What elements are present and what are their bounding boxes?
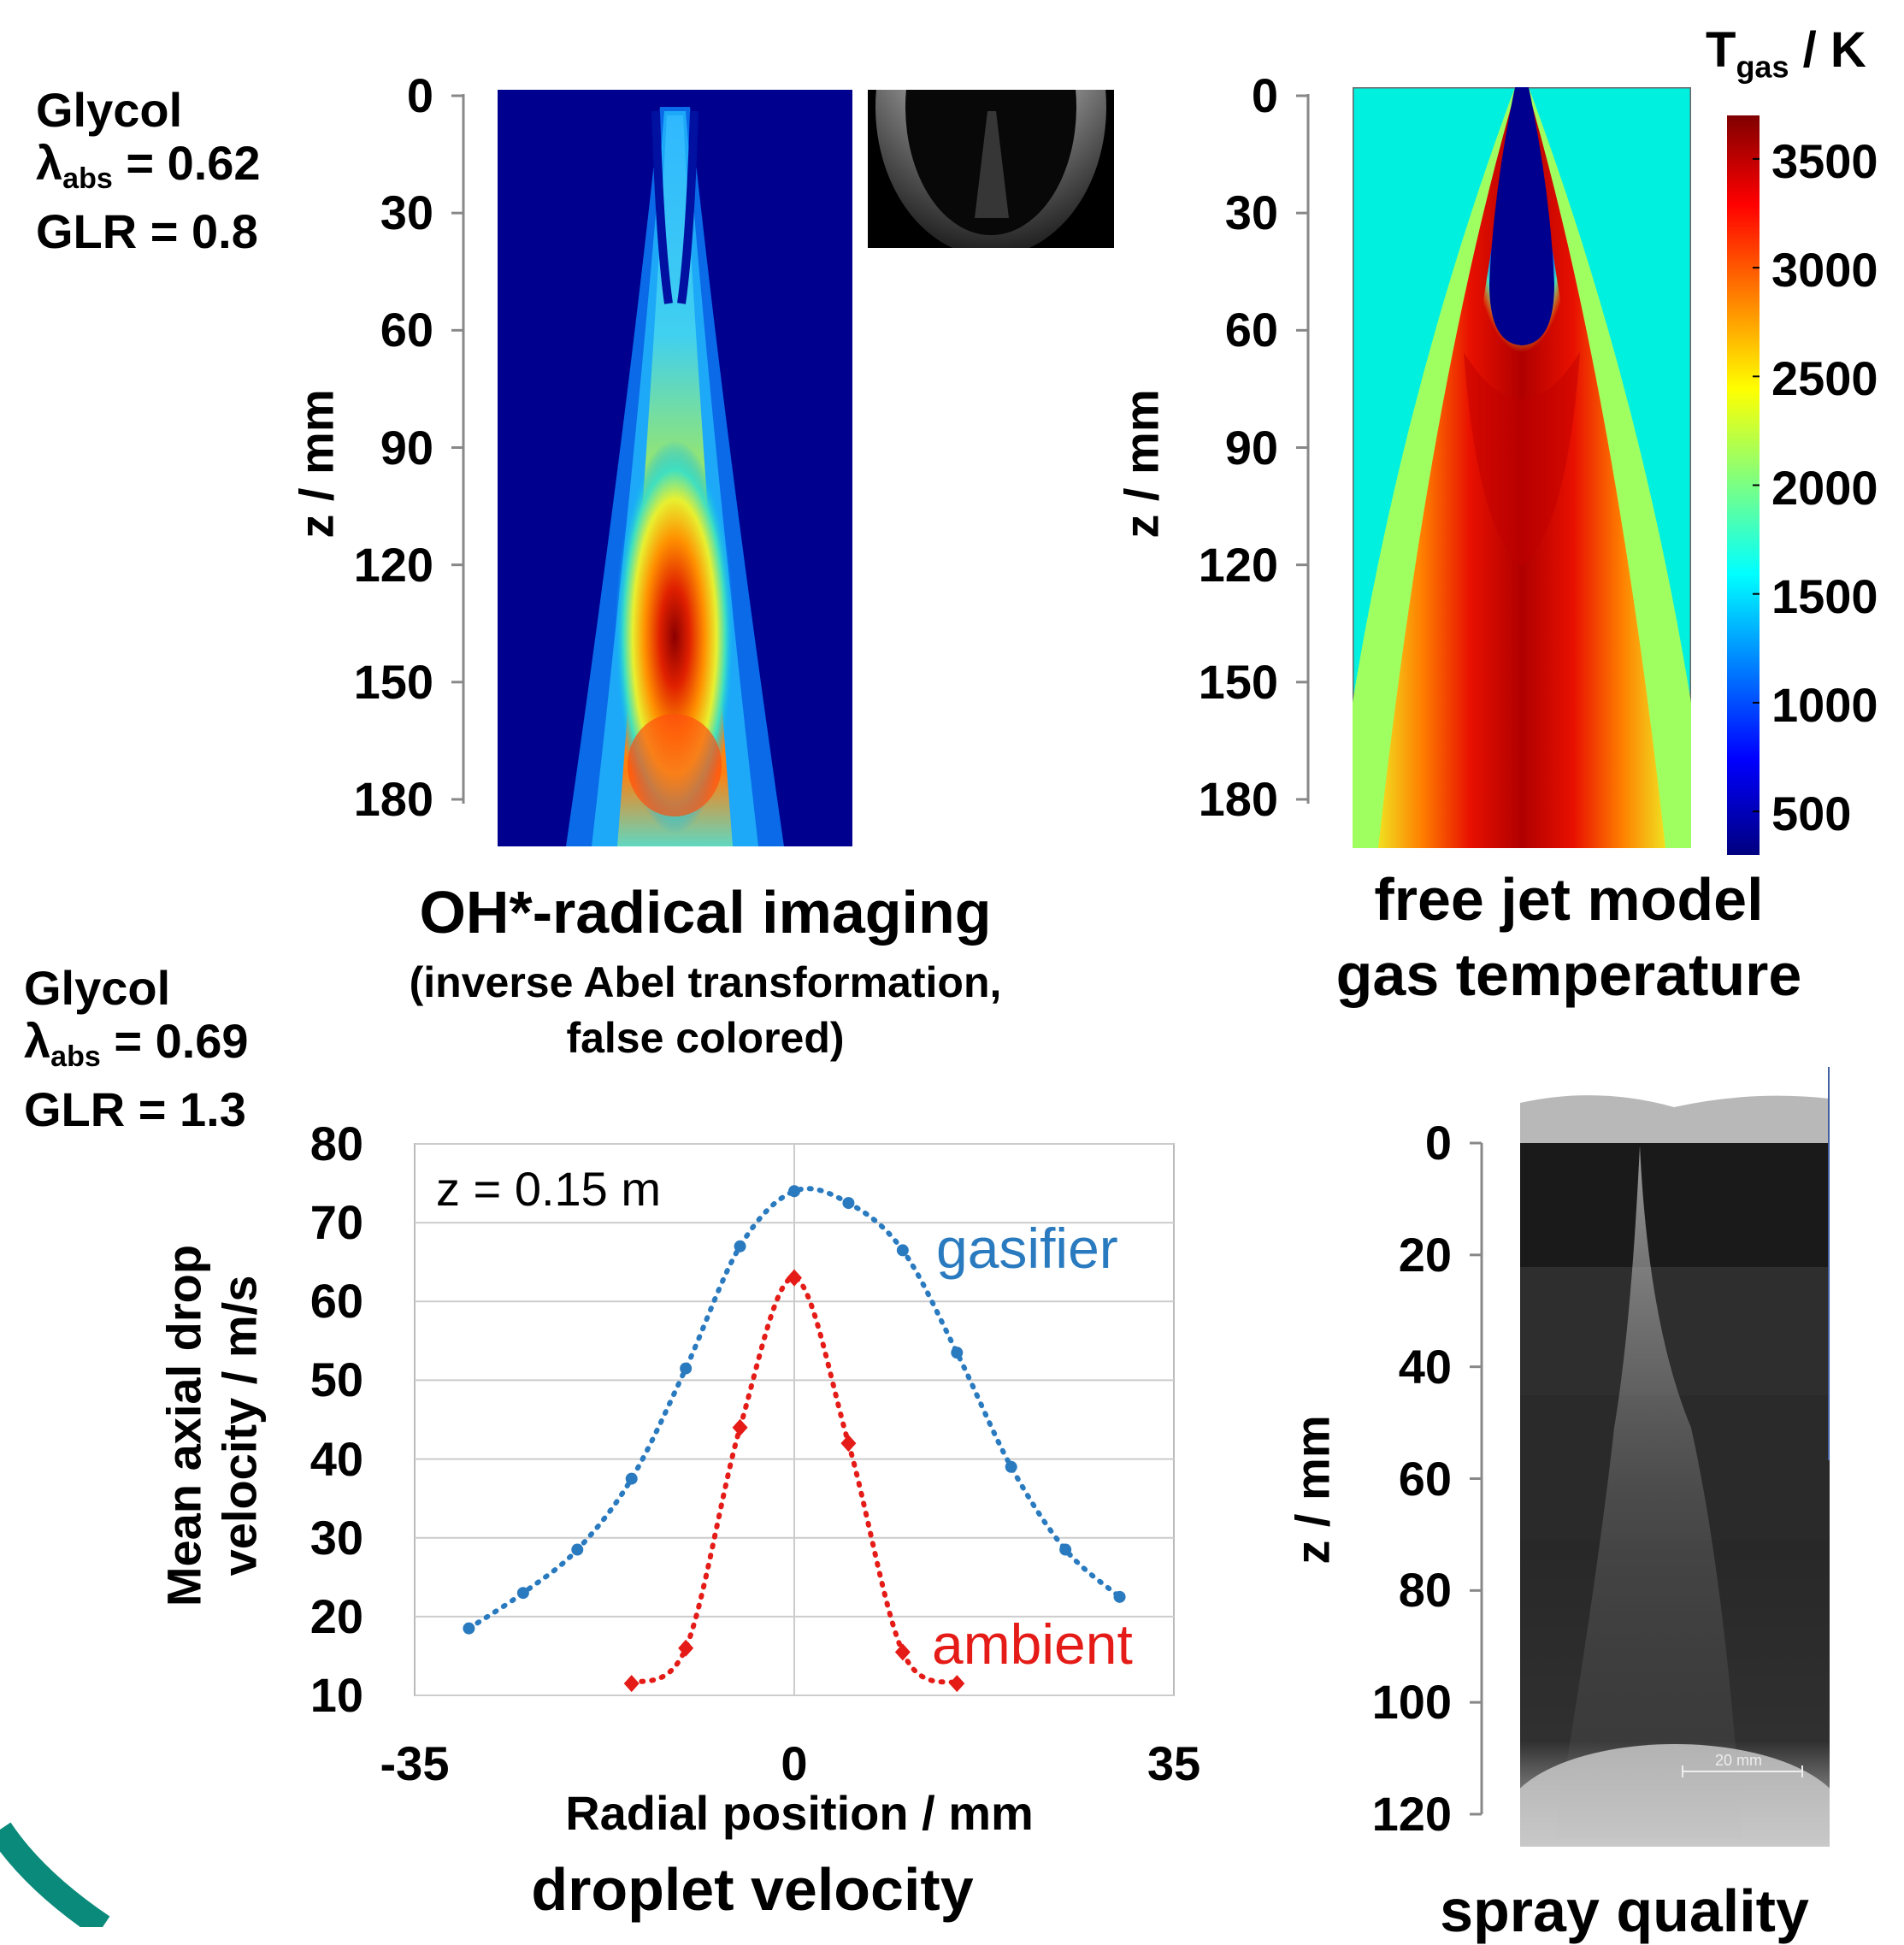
data-point-gasifier — [571, 1543, 584, 1556]
y-tick-label: 60 — [309, 1274, 363, 1329]
colorbar-tick-label: 500 — [1771, 787, 1852, 841]
data-point-gasifier — [842, 1197, 855, 1210]
spray-photo: 20 mm — [1520, 1069, 1830, 1847]
y-tick-label: 30 — [309, 1510, 363, 1565]
y-tick-label: 30 — [1224, 186, 1278, 240]
y-tick-label: 40 — [1398, 1339, 1452, 1394]
spray-quality-caption: spray quality — [1440, 1877, 1809, 1944]
lambda-line: λabs = 0.62 — [36, 136, 261, 196]
data-point-ambient — [840, 1435, 857, 1453]
y-tick-label: 20 — [309, 1588, 363, 1643]
data-point-ambient — [787, 1269, 802, 1287]
colorbar-tick-label: 2000 — [1771, 460, 1878, 515]
condition-block-top: Glycol λabs = 0.62 GLR = 0.8 — [36, 84, 261, 258]
y-tick-label: 180 — [1198, 772, 1278, 826]
scalebar-label: 20 mm — [1715, 1752, 1762, 1769]
y-tick-label: 80 — [309, 1117, 363, 1170]
data-point-gasifier — [951, 1347, 964, 1359]
y-tick-label: 30 — [380, 186, 433, 240]
data-point-ambient — [894, 1643, 911, 1661]
spray-edge-line — [1828, 1067, 1830, 1460]
colorbar-tick-label: 3500 — [1771, 133, 1878, 188]
y-tick-label: 150 — [353, 654, 433, 709]
y-tick-label: 180 — [353, 772, 433, 826]
oh-subtitle-line2: false colored) — [566, 1014, 845, 1062]
droplet-velocity-caption: droplet velocity — [531, 1856, 974, 1923]
model-title-line2: gas temperature — [1335, 941, 1802, 1008]
gas-temperature-model-image — [1353, 87, 1691, 848]
y-tick-label: 80 — [1398, 1563, 1452, 1618]
colorbar-tick-label: 1000 — [1771, 677, 1878, 732]
x-tick-label: 35 — [1147, 1736, 1201, 1790]
y-tick-label: 20 — [1398, 1227, 1452, 1282]
y-tick-label: 0 — [1424, 1116, 1452, 1170]
nozzle-photo-inset — [868, 90, 1114, 248]
data-point-gasifier — [734, 1240, 746, 1252]
z-annotation: z = 0.15 m — [436, 1162, 662, 1216]
y-tick-label: 60 — [1398, 1451, 1452, 1506]
data-point-gasifier — [1113, 1590, 1126, 1603]
oh-radical-image — [498, 90, 852, 846]
legend-label-ambient: ambient — [932, 1612, 1133, 1676]
y-tick-label: 90 — [1224, 420, 1278, 474]
y-tick-label: 40 — [309, 1431, 363, 1486]
fuel-name: Glycol — [36, 83, 183, 137]
glr-line: GLR = 0.8 — [36, 204, 258, 258]
data-point-ambient — [949, 1675, 965, 1693]
y-tick-label: 120 — [353, 537, 433, 592]
data-point-gasifier — [788, 1185, 800, 1198]
oh-subtitle-line1: (inverse Abel transformation, — [409, 958, 1002, 1006]
data-point-gasifier — [680, 1362, 693, 1375]
colorbar — [1727, 115, 1760, 855]
y-tick-label: 0 — [1251, 68, 1278, 122]
data-point-gasifier — [1005, 1460, 1017, 1473]
colorbar-tick-label: 1500 — [1771, 569, 1878, 623]
velocity-x-label: Radial position / mm — [565, 1786, 1034, 1840]
y-tick-label: 120 — [1198, 537, 1278, 592]
corner-decoration — [0, 1822, 110, 1927]
colorbar-label: Tgas / K — [1706, 22, 1866, 85]
y-tick-label: 100 — [1371, 1675, 1452, 1730]
data-point-ambient — [623, 1675, 640, 1693]
glr-line: GLR = 1.3 — [24, 1082, 246, 1136]
y-tick-label: 120 — [1371, 1787, 1452, 1841]
y-tick-label: 150 — [1198, 654, 1278, 709]
colorbar-tick-label: 3000 — [1771, 243, 1878, 298]
data-point-gasifier — [516, 1587, 529, 1600]
model-title-line1: free jet model — [1374, 866, 1764, 933]
data-point-gasifier — [625, 1472, 638, 1485]
colorbar-tick-label: 2500 — [1771, 351, 1878, 406]
y-tick-label: 90 — [380, 420, 433, 474]
y-tick-label: 0 — [406, 68, 433, 122]
y-tick-label: 70 — [309, 1195, 363, 1250]
data-point-gasifier — [1059, 1543, 1072, 1556]
condition-block-bottom: Glycol λabs = 0.69 GLR = 1.3 — [24, 962, 249, 1136]
data-point-ambient — [732, 1418, 748, 1436]
fuel-name: Glycol — [24, 961, 171, 1015]
x-tick-label: -35 — [380, 1736, 450, 1790]
x-tick-label: 0 — [781, 1736, 808, 1790]
data-point-ambient — [678, 1639, 694, 1657]
y-tick-label: 50 — [309, 1353, 363, 1407]
oh-title: OH*-radical imaging — [419, 879, 992, 946]
lambda-line: λabs = 0.69 — [24, 1014, 249, 1074]
legend-label-gasifier: gasifier — [936, 1217, 1118, 1280]
data-point-gasifier — [463, 1622, 475, 1635]
y-tick-label: 60 — [380, 303, 433, 357]
y-tick-label: 10 — [309, 1668, 363, 1722]
y-tick-label: 60 — [1224, 303, 1278, 357]
data-point-gasifier — [896, 1244, 909, 1257]
